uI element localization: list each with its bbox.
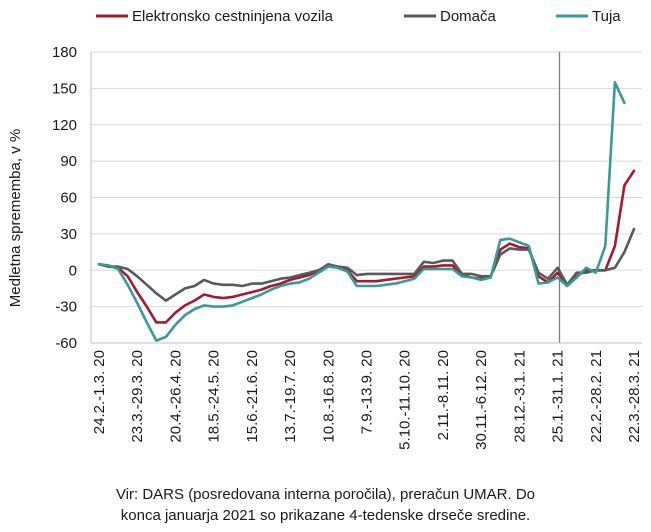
y-tick-label-2: 0 bbox=[69, 262, 77, 279]
series-line-2 bbox=[97, 81, 626, 342]
x-tick-label-0: 24.2.-1.3. 20 bbox=[91, 350, 108, 434]
x-tick-label-10: 30.11.-6.12. 20 bbox=[473, 350, 490, 450]
y-tick-labels: -60 -30 0 30 60 90 120 150 180 bbox=[52, 44, 77, 352]
x-tick-labels: 24.2.-1.3. 20 23.3.-29.3. 20 20.4.-26.4. 2… bbox=[91, 350, 643, 450]
y-tick-label-4: 60 bbox=[60, 190, 77, 207]
x-tick-label-9: 2.11.-8.11. 20 bbox=[435, 350, 452, 440]
x-tick-label-1: 23.3.-29.3. 20 bbox=[129, 350, 146, 443]
source-note-line-1: Vir: DARS (posredovana interna poročila)… bbox=[115, 486, 536, 503]
x-tick-label-12: 25.1.-31.1. 21 bbox=[550, 350, 567, 443]
y-tick-label-1: -30 bbox=[55, 299, 77, 316]
x-tick-label-2: 20.4.-26.4. 20 bbox=[167, 350, 184, 443]
series-line-1 bbox=[97, 227, 636, 302]
y-tick-label-8: 180 bbox=[52, 44, 77, 61]
y-tick-label-0: -60 bbox=[55, 335, 77, 352]
x-tick-label-5: 13.7.-19.7. 20 bbox=[282, 350, 299, 443]
legend: Elektronsko cestninjena vozila Domača Tuja bbox=[96, 8, 621, 25]
x-tick-label-11: 28.12.-3.1. 21 bbox=[511, 350, 528, 443]
x-tick-label-3: 18.5.-24.5. 20 bbox=[206, 350, 223, 443]
y-tick-label-7: 150 bbox=[52, 80, 77, 97]
legend-label-0: Elektronsko cestninjena vozila bbox=[132, 8, 334, 25]
legend-label-2: Tuja bbox=[592, 8, 621, 25]
y-tick-label-3: 30 bbox=[60, 226, 77, 243]
x-tick-label-7: 7.9.-13.9. 20 bbox=[359, 350, 376, 434]
source-note: Vir: DARS (posredovana interna poročila)… bbox=[0, 484, 651, 526]
series-line-0 bbox=[97, 169, 636, 324]
y-axis-label: Medletna sprememba, v % bbox=[7, 129, 24, 307]
axes bbox=[90, 52, 642, 344]
x-tick-label-8: 5.10.-11.10. 20 bbox=[397, 350, 414, 450]
series-group bbox=[97, 81, 636, 342]
line-chart: Elektronsko cestninjena vozila Domača Tuja… bbox=[7, 8, 643, 450]
x-tick-label-4: 15.6.-21.6. 20 bbox=[244, 350, 261, 443]
y-tick-label-6: 120 bbox=[52, 117, 77, 134]
legend-label-1: Domača bbox=[440, 8, 497, 25]
y-tick-label-5: 90 bbox=[60, 153, 77, 170]
x-tick-label-13: 22.2.-28.2. 21 bbox=[588, 350, 605, 443]
x-tick-label-14: 22.3.-28.3. 21 bbox=[626, 350, 643, 443]
x-tick-label-6: 10.8.-16.8. 20 bbox=[320, 350, 337, 443]
source-note-line-2: konca januarja 2021 so prikazane 4-teden… bbox=[120, 507, 531, 524]
